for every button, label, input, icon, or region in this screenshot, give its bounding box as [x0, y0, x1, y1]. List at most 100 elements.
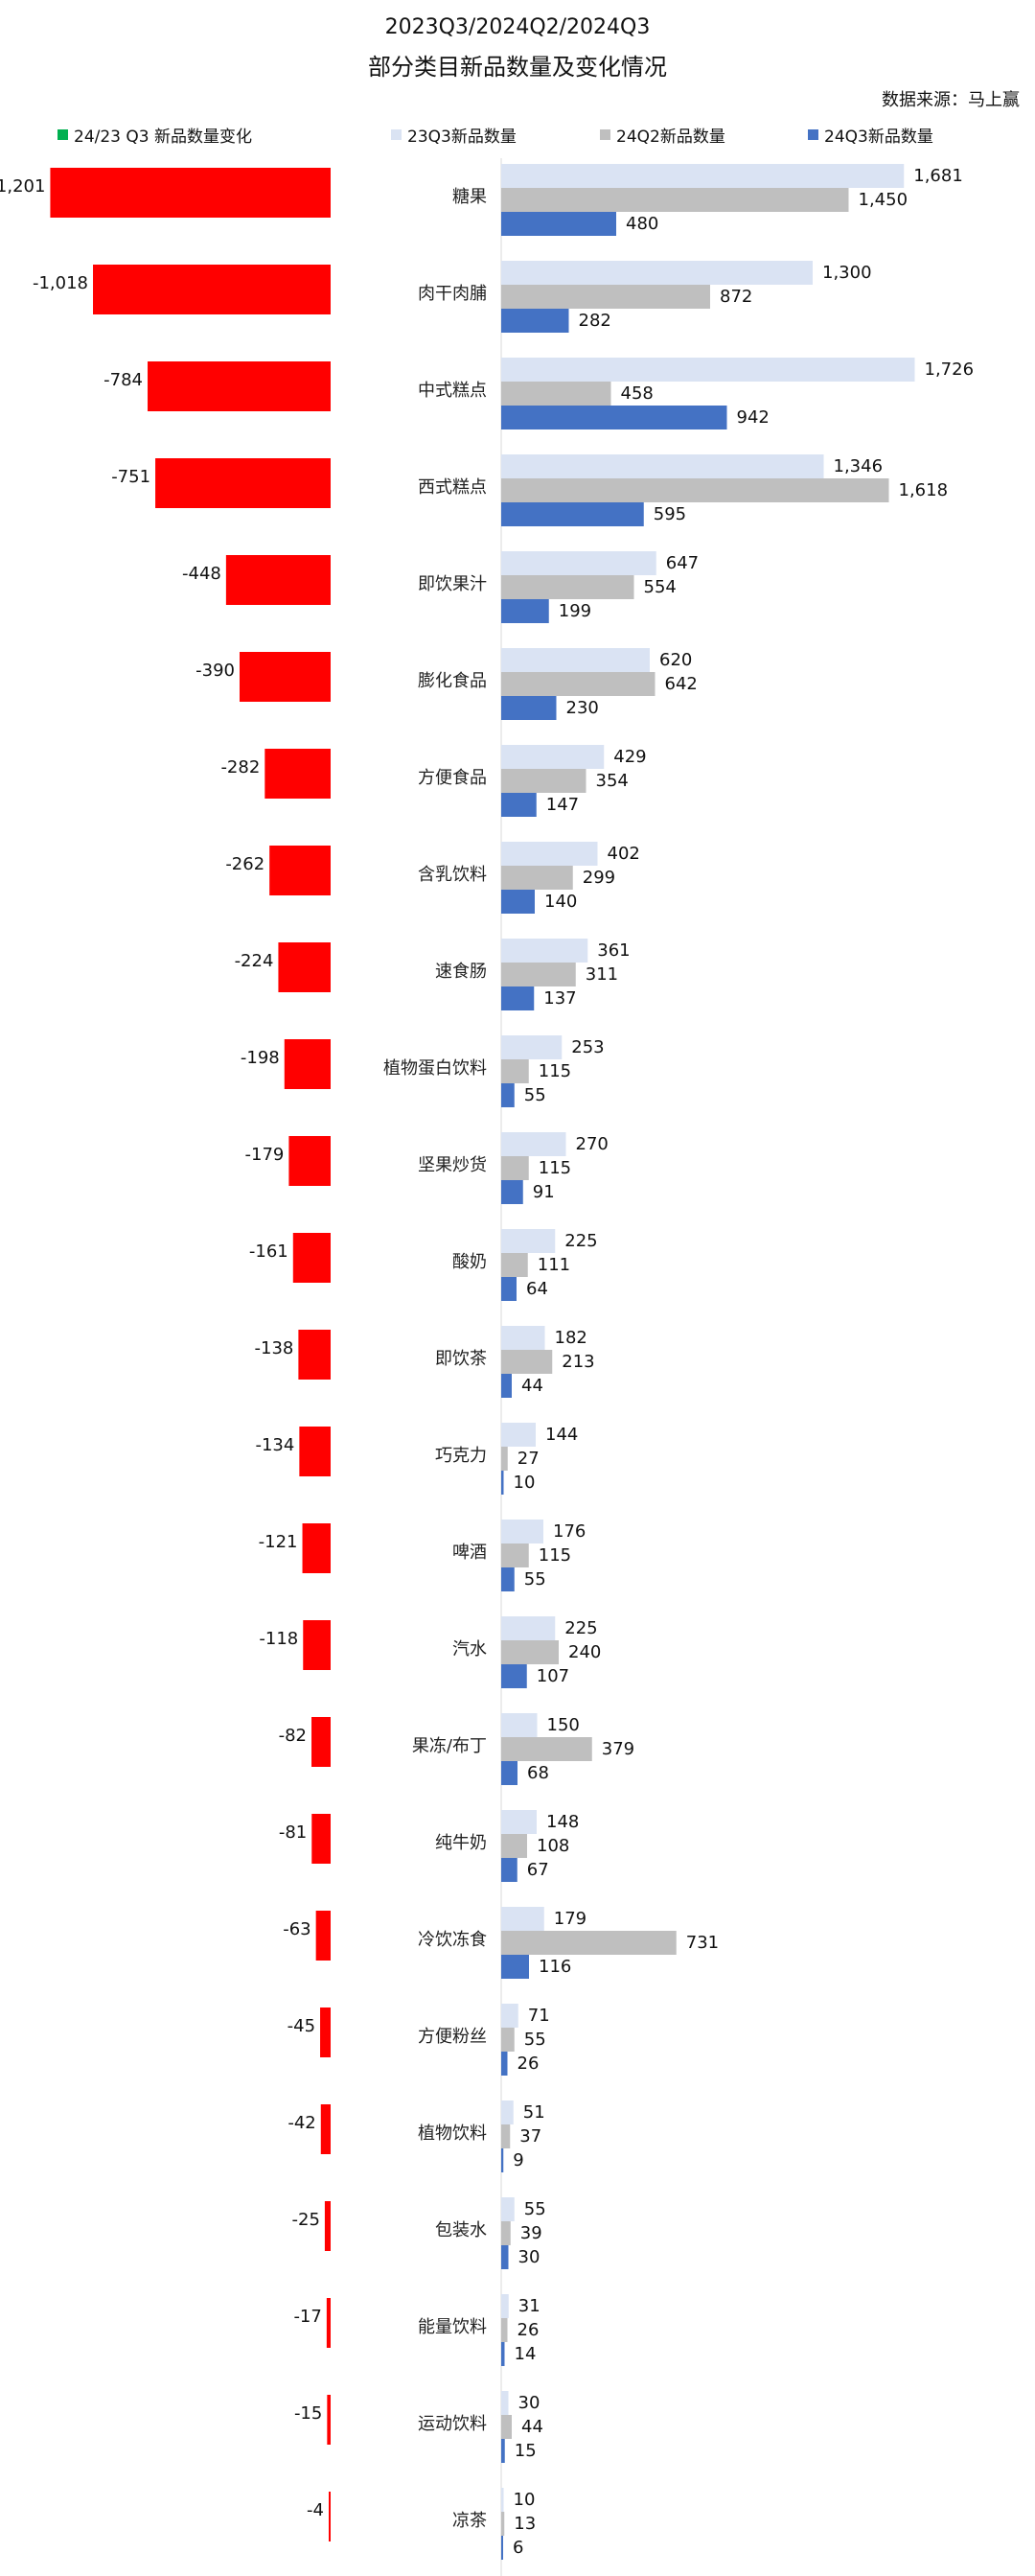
legend-item-q3-23: 23Q3新品数量: [391, 123, 517, 147]
data-label-q2_24: 731: [686, 1933, 719, 1953]
bar-q3_23: [501, 1810, 537, 1834]
change-data-label: -81: [279, 1822, 307, 1843]
data-label-q3_24: 67: [527, 1860, 549, 1880]
category-label: 汽水: [452, 1639, 487, 1659]
change-bar: [303, 1620, 331, 1670]
category-label: 膨化食品: [418, 671, 487, 691]
data-label-q2_24: 872: [720, 287, 752, 307]
bar-q2_24: [501, 478, 889, 502]
change-bar: [315, 1911, 331, 1961]
data-label-q3_24: 68: [527, 1763, 549, 1783]
bar-q3_23: [501, 842, 598, 866]
data-label-q3_23: 55: [524, 2199, 546, 2219]
bar-q2_24: [501, 1447, 508, 1471]
data-label-q2_24: 108: [537, 1836, 569, 1856]
data-label-q2_24: 1,618: [899, 480, 949, 500]
data-label-q3_24: 595: [654, 504, 686, 524]
change-bar: [320, 2104, 331, 2154]
data-label-q2_24: 240: [568, 1642, 601, 1662]
data-label-q3_24: 199: [559, 601, 591, 621]
bar-q2_24: [501, 2512, 505, 2536]
change-bar: [311, 1814, 331, 1864]
bar-q3_23: [501, 2488, 504, 2512]
data-label-q3_23: 71: [528, 2006, 550, 2026]
bar-q3_24: [501, 890, 535, 914]
data-label-q3_23: 361: [597, 940, 630, 961]
category-label: 纯牛奶: [435, 1833, 487, 1853]
legend-swatch-q2-24: [600, 129, 610, 140]
bar-q3_24: [501, 502, 644, 526]
data-label-q3_23: 647: [666, 553, 699, 573]
bar-q2_24: [501, 2415, 512, 2439]
change-data-label: -1,018: [33, 273, 88, 293]
legend-label-change: 24/23 Q3 新品数量变化: [74, 128, 252, 147]
category-label: 冷饮冻食: [418, 1930, 487, 1950]
change-data-label: -25: [292, 2210, 320, 2230]
bar-q3_24: [501, 696, 557, 720]
data-label-q3_24: 64: [526, 1279, 548, 1299]
category-label: 包装水: [435, 2220, 487, 2240]
bar-q2_24: [501, 575, 634, 599]
data-label-q2_24: 26: [518, 2320, 540, 2340]
data-label-q3_23: 31: [518, 2296, 540, 2316]
data-label-q3_24: 137: [543, 988, 576, 1009]
bar-q2_24: [501, 963, 576, 986]
change-data-label: -390: [196, 661, 235, 681]
data-label-q3_23: 225: [564, 1618, 597, 1638]
bar-q2_24: [501, 1350, 553, 1374]
category-label: 方便粉丝: [418, 2027, 487, 2047]
data-label-q3_23: 1,726: [925, 360, 975, 380]
data-label-q3_23: 144: [545, 1425, 578, 1445]
change-bar: [155, 458, 331, 508]
change-data-label: -751: [111, 467, 150, 487]
data-label-q2_24: 642: [665, 674, 698, 694]
legend-item-q3-24: 24Q3新品数量: [808, 123, 933, 147]
category-label: 植物蛋白饮料: [383, 1058, 487, 1079]
change-bar: [324, 2201, 331, 2251]
bar-q3_24: [501, 309, 569, 333]
data-label-q3_23: 10: [514, 2490, 536, 2510]
bar-q2_24: [501, 1156, 529, 1180]
change-bar: [311, 1717, 331, 1767]
bar-q3_23: [501, 1616, 556, 1640]
data-label-q2_24: 554: [644, 577, 677, 597]
bar-q3_24: [501, 212, 616, 236]
change-data-label: -282: [220, 757, 260, 777]
bar-q3_23: [501, 164, 905, 188]
change-data-label: -63: [283, 1919, 310, 1939]
bar-q3_24: [501, 2148, 504, 2172]
data-label-q2_24: 115: [539, 1545, 571, 1566]
bar-q3_24: [501, 1083, 515, 1107]
change-data-label: -4: [307, 2500, 324, 2520]
bar-q3_23: [501, 1035, 563, 1059]
bar-q2_24: [501, 1834, 527, 1858]
category-label: 果冻/布丁: [412, 1736, 487, 1756]
data-label-q3_24: 9: [513, 2150, 523, 2170]
bar-q3_24: [501, 2245, 509, 2269]
bar-q2_24: [501, 188, 849, 212]
data-label-q3_23: 402: [608, 844, 640, 864]
data-label-q3_24: 942: [737, 407, 770, 428]
change-data-label: -138: [255, 1338, 294, 1358]
bar-q2_24: [501, 382, 611, 406]
data-label-q3_24: 6: [513, 2538, 523, 2558]
bar-q3_24: [501, 1567, 515, 1591]
data-label-q3_23: 51: [523, 2102, 545, 2123]
bar-q3_23: [501, 454, 824, 478]
category-label: 巧克力: [435, 1446, 487, 1466]
change-data-label: -1,201: [0, 176, 45, 197]
category-label: 含乳饮料: [418, 865, 487, 885]
category-label: 凉茶: [452, 2511, 487, 2531]
data-label-q3_24: 282: [579, 311, 611, 331]
bar-q3_24: [501, 1180, 523, 1204]
bar-q3_24: [501, 406, 727, 429]
data-label-q3_23: 1,681: [913, 166, 963, 186]
data-label-q2_24: 1,450: [859, 190, 908, 210]
bar-q3_24: [501, 2052, 508, 2076]
data-label-q2_24: 379: [602, 1739, 634, 1759]
data-label-q3_24: 30: [518, 2247, 540, 2267]
data-label-q3_23: 182: [555, 1328, 587, 1348]
bar-q3_23: [501, 358, 915, 382]
data-label-q3_24: 26: [518, 2054, 540, 2074]
